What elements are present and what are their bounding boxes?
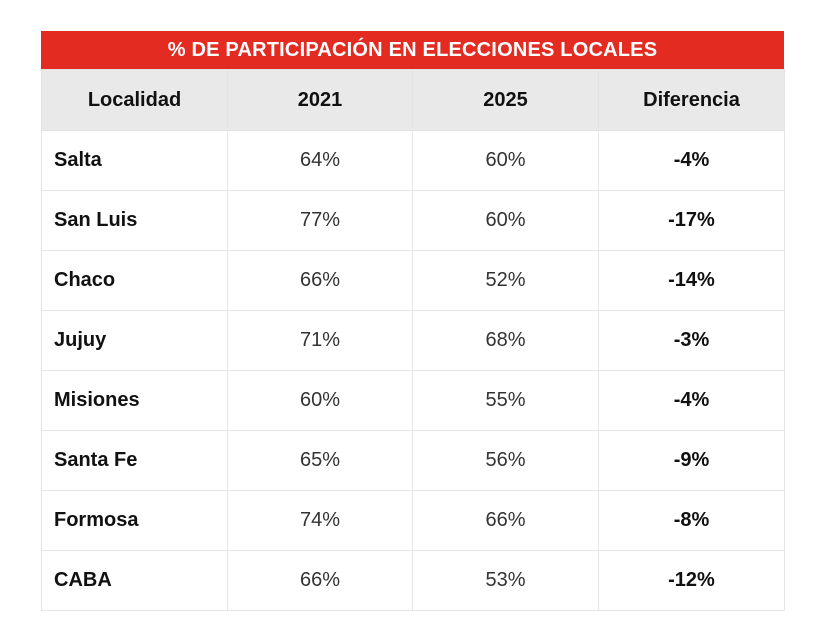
cell-localidad: Salta — [41, 130, 228, 191]
table-row: Salta 64% 60% -4% — [41, 130, 785, 191]
cell-2021: 60% — [227, 370, 413, 431]
cell-diferencia: -17% — [598, 190, 785, 251]
cell-localidad: Jujuy — [41, 310, 228, 371]
cell-localidad: Formosa — [41, 490, 228, 551]
participation-table: Localidad 2021 2025 Diferencia Salta 64%… — [41, 69, 785, 611]
cell-2025: 60% — [412, 130, 599, 191]
cell-2021: 71% — [227, 310, 413, 371]
header-2025: 2025 — [412, 69, 599, 131]
cell-2025: 52% — [412, 250, 599, 311]
cell-2025: 60% — [412, 190, 599, 251]
cell-2025: 53% — [412, 550, 599, 611]
cell-diferencia: -12% — [598, 550, 785, 611]
table-row: Misiones 60% 55% -4% — [41, 370, 785, 431]
table-title: % DE PARTICIPACIÓN EN ELECCIONES LOCALES — [41, 31, 784, 69]
cell-localidad: Misiones — [41, 370, 228, 431]
cell-2021: 65% — [227, 430, 413, 491]
header-localidad: Localidad — [41, 69, 228, 131]
cell-localidad: Santa Fe — [41, 430, 228, 491]
cell-2021: 66% — [227, 250, 413, 311]
header-2021: 2021 — [227, 69, 413, 131]
participation-table-container: % DE PARTICIPACIÓN EN ELECCIONES LOCALES… — [41, 31, 785, 611]
cell-localidad: CABA — [41, 550, 228, 611]
cell-localidad: Chaco — [41, 250, 228, 311]
cell-2021: 77% — [227, 190, 413, 251]
cell-localidad: San Luis — [41, 190, 228, 251]
table-row: Chaco 66% 52% -14% — [41, 250, 785, 311]
cell-diferencia: -8% — [598, 490, 785, 551]
cell-2021: 74% — [227, 490, 413, 551]
cell-2025: 68% — [412, 310, 599, 371]
cell-diferencia: -4% — [598, 370, 785, 431]
cell-2025: 66% — [412, 490, 599, 551]
cell-2025: 56% — [412, 430, 599, 491]
cell-diferencia: -9% — [598, 430, 785, 491]
table-row: Formosa 74% 66% -8% — [41, 490, 785, 551]
table-row: CABA 66% 53% -12% — [41, 550, 785, 611]
header-row: Localidad 2021 2025 Diferencia — [41, 69, 785, 131]
cell-2021: 66% — [227, 550, 413, 611]
table-row: Santa Fe 65% 56% -9% — [41, 430, 785, 491]
cell-diferencia: -14% — [598, 250, 785, 311]
table-row: Jujuy 71% 68% -3% — [41, 310, 785, 371]
cell-2025: 55% — [412, 370, 599, 431]
cell-diferencia: -4% — [598, 130, 785, 191]
header-diferencia: Diferencia — [598, 69, 785, 131]
table-row: San Luis 77% 60% -17% — [41, 190, 785, 251]
cell-2021: 64% — [227, 130, 413, 191]
cell-diferencia: -3% — [598, 310, 785, 371]
